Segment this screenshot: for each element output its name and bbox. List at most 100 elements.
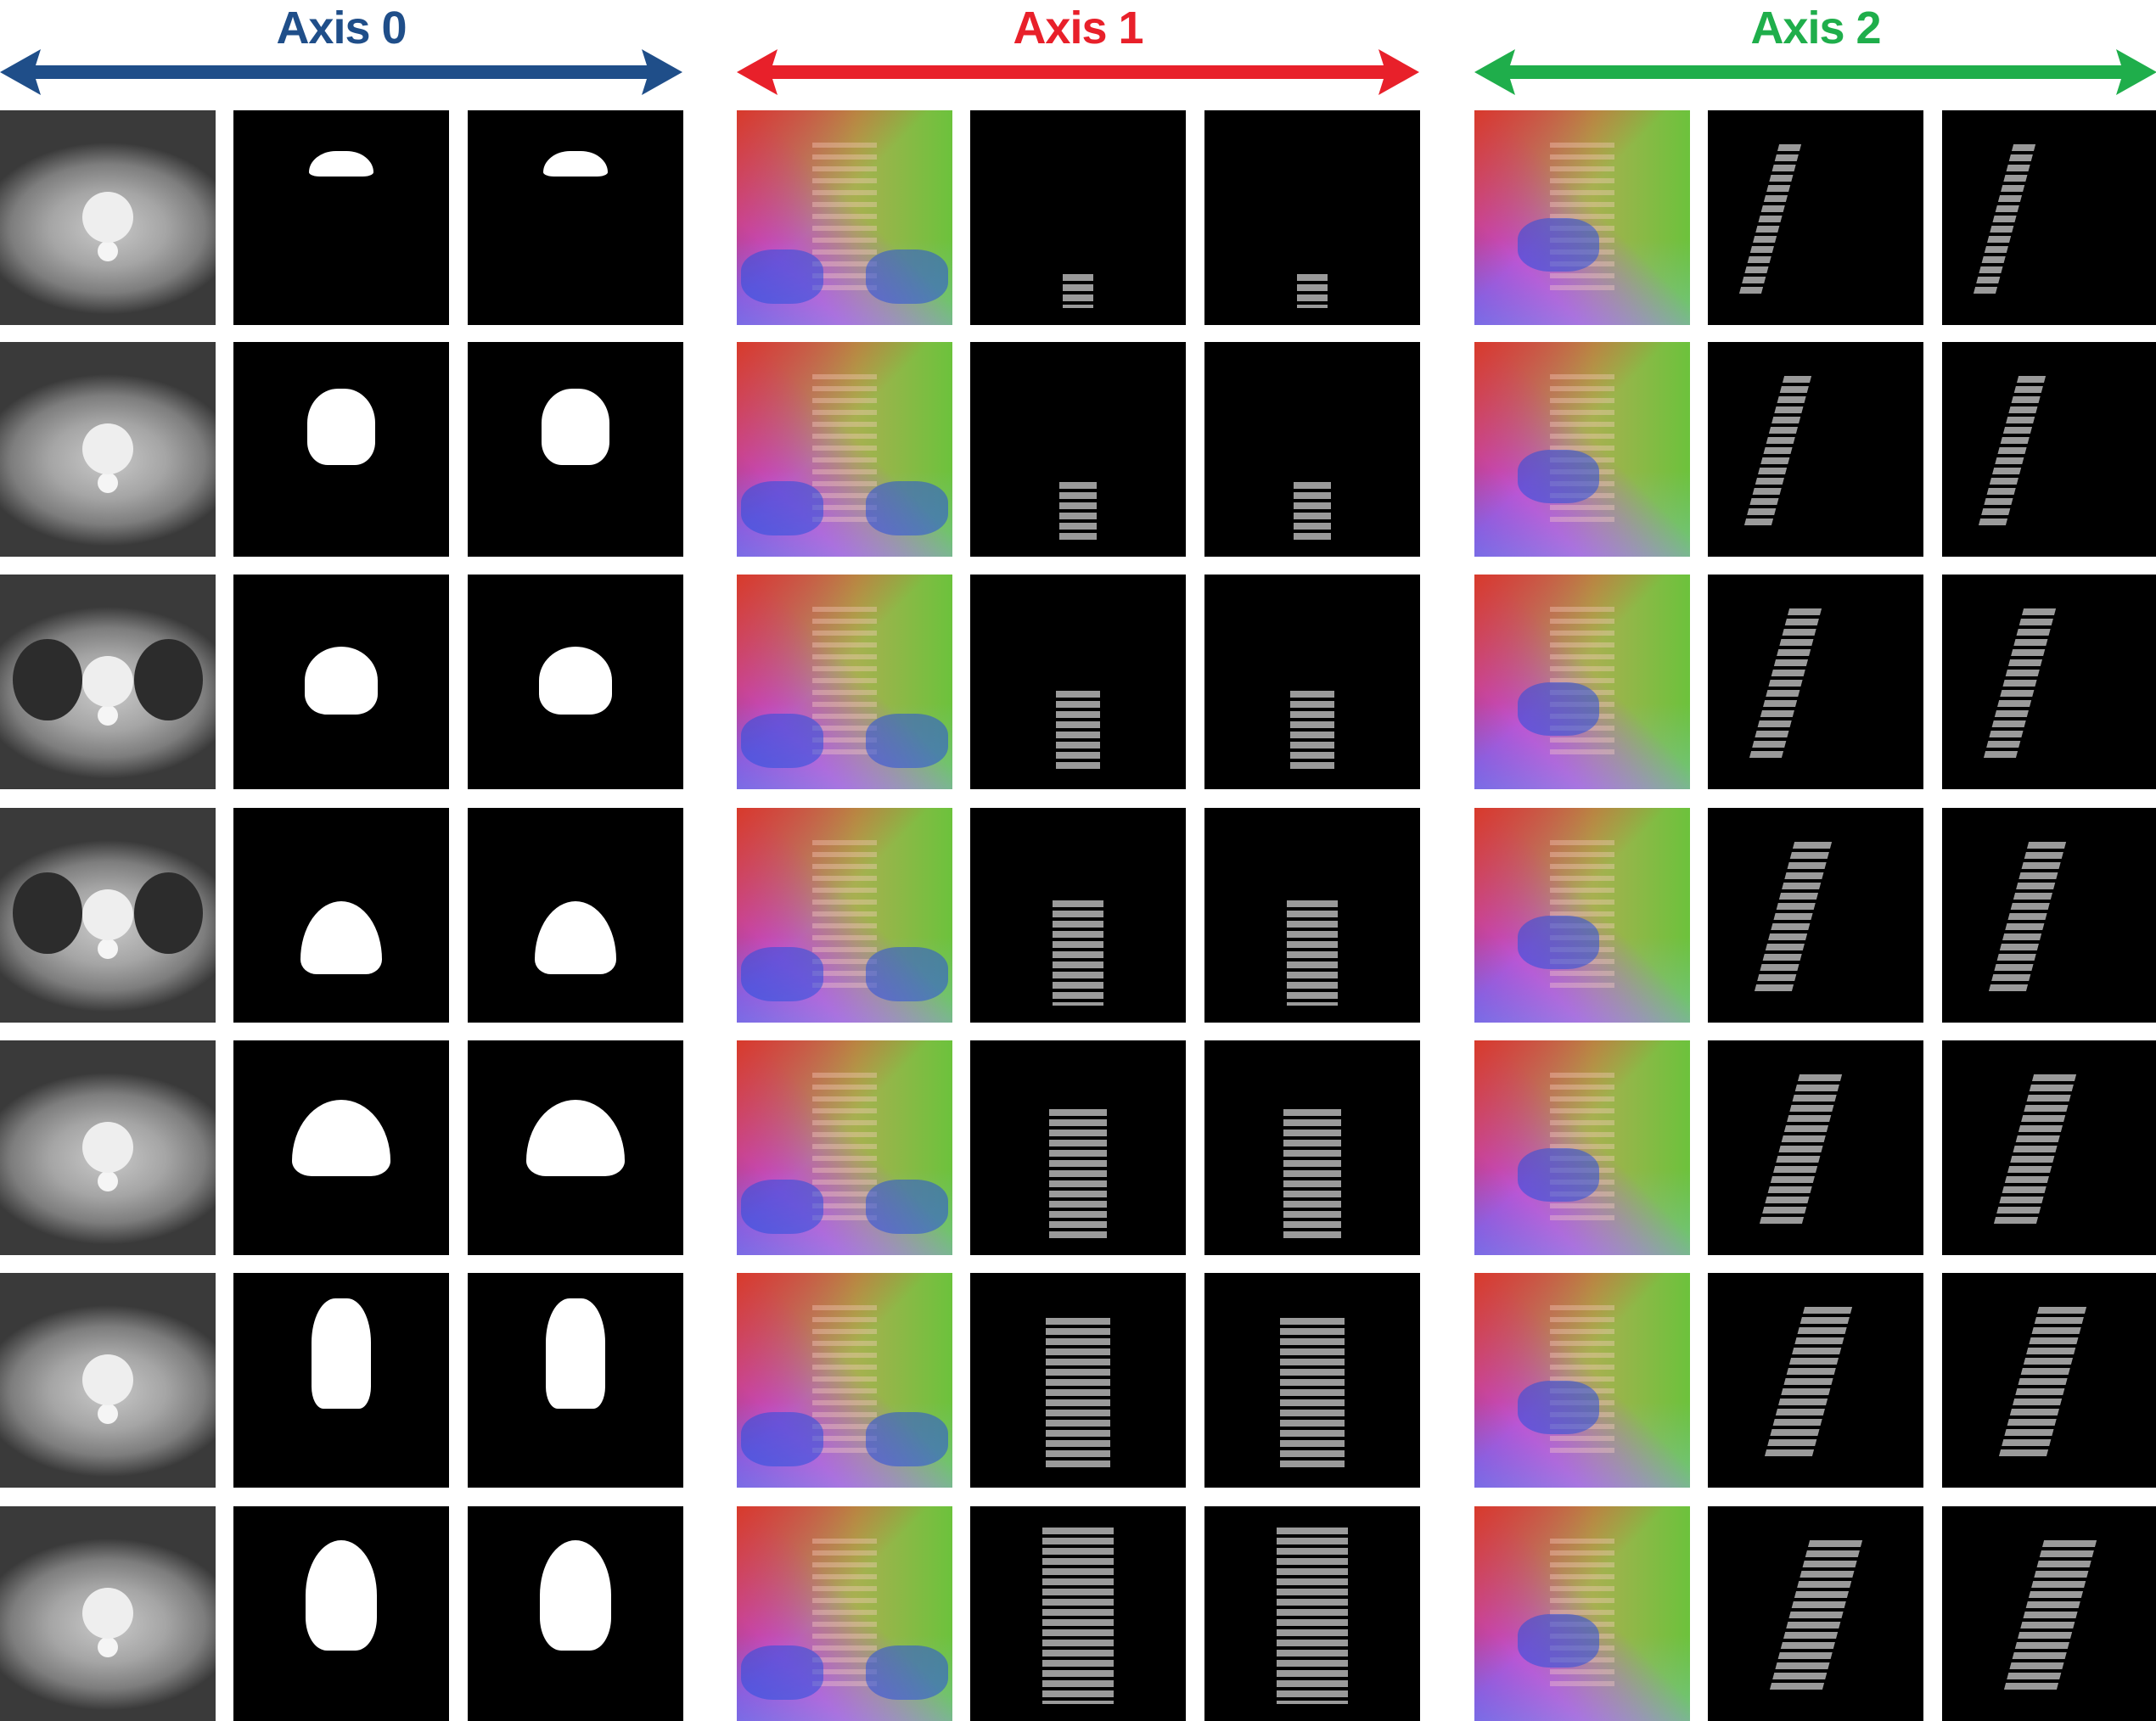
- vertebra-mask: [305, 647, 378, 715]
- spine-segmentation: [1283, 1109, 1341, 1238]
- axis-1-title: Axis 1: [1013, 3, 1143, 53]
- axis-0-title: Axis 0: [276, 3, 407, 53]
- spine-segmentation: [1743, 376, 1812, 529]
- spine-segmentation: [1294, 482, 1331, 540]
- lung-region: [866, 947, 948, 1001]
- lung-region: [741, 714, 823, 768]
- segmentation-tile: [1942, 1040, 2156, 1255]
- spine-segmentation: [1758, 1074, 1843, 1227]
- organ-region: [1517, 449, 1600, 503]
- segmentation-tile: [970, 1273, 1186, 1488]
- displacement-color-map-tile: [1474, 110, 1690, 325]
- spine-segmentation: [1053, 900, 1103, 1006]
- spine-segmentation: [1763, 1307, 1853, 1460]
- mask-tile: [233, 808, 449, 1023]
- displacement-color-map-tile: [737, 808, 952, 1023]
- ct-slice-tile: [0, 808, 216, 1023]
- segmentation-tile: [1708, 808, 1923, 1023]
- mask-tile: [233, 110, 449, 325]
- organ-region: [1517, 217, 1600, 272]
- spine-segmentation: [1042, 1528, 1114, 1704]
- lung-region: [741, 1180, 823, 1234]
- lung: [13, 872, 82, 955]
- mask-tile: [468, 1506, 683, 1721]
- organ-region: [1517, 915, 1600, 969]
- vertebra: [82, 1122, 133, 1174]
- displacement-color-map-tile: [1474, 1040, 1690, 1255]
- vertebra-mask: [540, 1540, 611, 1651]
- segmentation-tile: [1204, 1273, 1420, 1488]
- axis-1-double-arrow-icon: [737, 49, 1419, 95]
- segmentation-tile: [1942, 1506, 2156, 1721]
- vertebra-mask: [543, 151, 608, 177]
- vertebra-mask: [307, 389, 375, 465]
- lung-region: [741, 249, 823, 304]
- segmentation-tile: [1708, 575, 1923, 789]
- mask-tile: [468, 342, 683, 557]
- ct-slice-tile: [0, 342, 216, 557]
- mask-tile: [233, 1040, 449, 1255]
- vertebra: [82, 889, 133, 941]
- lung-region: [866, 249, 948, 304]
- spine-segmentation: [1049, 1109, 1107, 1238]
- spine-segmentation: [1748, 608, 1822, 761]
- spine-segmentation: [1753, 842, 1833, 995]
- organ-region: [1517, 1380, 1600, 1434]
- spine-segmentation: [1280, 1318, 1345, 1471]
- segmentation-tile: [1204, 110, 1420, 325]
- segmentation-tile: [970, 1040, 1186, 1255]
- segmentation-tile: [970, 1506, 1186, 1721]
- vertebra-mask: [312, 1298, 371, 1409]
- organ-region: [1517, 681, 1600, 736]
- spine-segmentation: [2002, 1540, 2097, 1693]
- vertebra-mask: [542, 389, 609, 465]
- segmentation-tile: [970, 575, 1186, 789]
- spine-segmentation: [1738, 144, 1802, 297]
- vertebra-mask: [539, 647, 612, 715]
- lung-region: [741, 1645, 823, 1700]
- segmentation-tile: [1708, 1506, 1923, 1721]
- lung-region: [741, 947, 823, 1001]
- spine-segmentation: [1982, 608, 2057, 761]
- axis-0-double-arrow-icon: [0, 49, 682, 95]
- ct-slice-tile: [0, 110, 216, 325]
- segmentation-tile: [1942, 808, 2156, 1023]
- vertebra: [82, 192, 133, 244]
- axis-2-title: Axis 2: [1750, 3, 1881, 53]
- lung-region: [866, 714, 948, 768]
- segmentation-tile: [1942, 575, 2156, 789]
- vertebra-mask: [292, 1100, 390, 1176]
- organ-region: [1517, 1147, 1600, 1202]
- spine-segmentation: [1297, 274, 1328, 308]
- spine-segmentation: [1987, 842, 2067, 995]
- spine-segmentation: [1056, 691, 1100, 772]
- spine-segmentation: [1290, 691, 1334, 772]
- vertebra-mask: [300, 901, 382, 974]
- displacement-color-map-tile: [737, 1040, 952, 1255]
- vertebra-mask: [306, 1540, 377, 1651]
- segmentation-tile: [970, 110, 1186, 325]
- displacement-color-map-tile: [737, 575, 952, 789]
- mask-tile: [233, 1506, 449, 1721]
- spine-segmentation: [1287, 900, 1338, 1006]
- segmentation-tile: [970, 808, 1186, 1023]
- segmentation-tile: [1204, 575, 1420, 789]
- spine-segmentation: [1277, 1528, 1348, 1704]
- segmentation-tile: [1708, 342, 1923, 557]
- mask-tile: [468, 808, 683, 1023]
- vertebra-mask: [309, 151, 373, 177]
- lung-region: [866, 1412, 948, 1466]
- vertebra: [82, 423, 133, 475]
- organ-region: [1517, 1613, 1600, 1668]
- spine-segmentation: [1768, 1540, 1863, 1693]
- vertebra: [82, 1588, 133, 1640]
- segmentation-tile: [1708, 110, 1923, 325]
- spine-segmentation: [1972, 144, 2036, 297]
- lung-region: [866, 1180, 948, 1234]
- vertebra-mask: [526, 1100, 625, 1176]
- mask-tile: [233, 342, 449, 557]
- displacement-color-map-tile: [1474, 342, 1690, 557]
- segmentation-tile: [970, 342, 1186, 557]
- mask-tile: [468, 1040, 683, 1255]
- ct-slice-tile: [0, 575, 216, 789]
